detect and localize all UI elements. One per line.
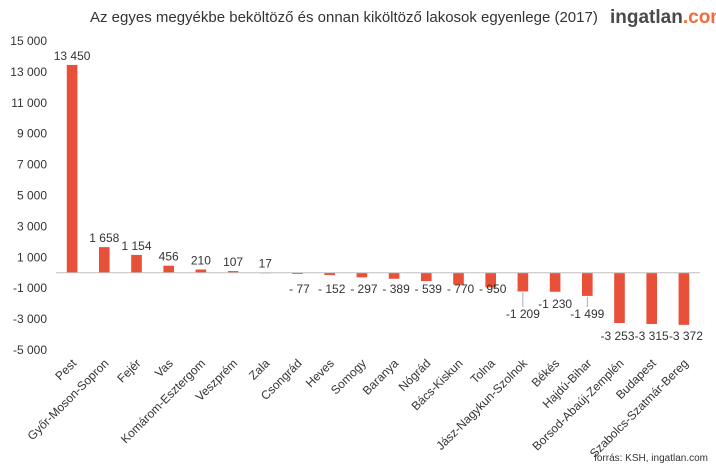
- y-tick-label: 5 000: [17, 189, 47, 203]
- bar: [646, 272, 658, 324]
- brand-logo: ingatlan.com: [610, 7, 716, 28]
- y-tick-label: -5 000: [13, 343, 47, 357]
- data-label: - 152: [318, 282, 346, 296]
- brand-accent: .com: [683, 7, 716, 28]
- data-label: -1 499: [570, 307, 604, 321]
- data-label: - 77: [289, 282, 310, 296]
- bars: [66, 64, 690, 325]
- bar: [549, 272, 561, 292]
- data-label: - 297: [350, 282, 378, 296]
- data-label: 210: [191, 254, 211, 268]
- bar: [614, 272, 625, 324]
- bar: [517, 272, 529, 292]
- data-label: -3 253: [600, 329, 634, 343]
- y-tick-label: 3 000: [17, 219, 47, 233]
- data-label: 17: [259, 256, 273, 270]
- y-tick-label: 7 000: [17, 158, 47, 172]
- bar: [98, 247, 110, 273]
- y-tick-label: -1 000: [13, 281, 47, 295]
- y-tick-label: 1 000: [17, 250, 47, 264]
- y-tick-label: -3 000: [13, 312, 47, 326]
- bar: [195, 269, 207, 273]
- x-tick-label: Vas: [152, 356, 176, 380]
- y-axis: -5 000 -3 000 -1 000 1 000 3 000 5 000 7 000 9 …: [10, 34, 47, 357]
- bar: [163, 265, 175, 273]
- bar: [66, 64, 78, 273]
- brand-main: ingatlan: [610, 7, 683, 28]
- data-label: 13 450: [54, 49, 91, 63]
- y-tick-label: 13 000: [10, 65, 47, 79]
- bar: [485, 272, 497, 288]
- y-tick-label: 11 000: [11, 96, 47, 110]
- data-label: 107: [223, 255, 243, 269]
- x-tick-label: Zala: [246, 356, 273, 383]
- bar: [388, 272, 400, 279]
- data-label: - 770: [447, 282, 475, 296]
- bar: [227, 271, 239, 273]
- data-label: - 950: [479, 282, 507, 296]
- chart-title: Az egyes megyékbe beköltöző és onnan kik…: [90, 9, 598, 26]
- data-label: -1 209: [506, 307, 540, 321]
- y-tick-label: 15 000: [10, 34, 47, 48]
- x-tick-label: Pest: [52, 356, 79, 383]
- source-note: forrás: KSH, ingatlan.com: [594, 453, 708, 464]
- bar: [453, 272, 464, 285]
- data-label: -3 372: [669, 329, 703, 343]
- data-label: - 539: [415, 282, 443, 296]
- data-label: 1 154: [121, 239, 151, 253]
- data-label: -3 315: [635, 329, 669, 343]
- x-tick-label: Baranya: [360, 356, 402, 398]
- y-tick-label: 9 000: [17, 127, 47, 141]
- bar: [324, 272, 336, 276]
- x-tick-label: Fejér: [114, 356, 143, 385]
- bar: [131, 254, 142, 273]
- bar: [678, 272, 690, 325]
- bar: [420, 272, 432, 282]
- bar: [292, 272, 303, 274]
- data-label: - 389: [382, 282, 410, 296]
- data-label: 1 658: [89, 231, 119, 245]
- data-label: -1 230: [538, 297, 572, 311]
- data-label: 456: [159, 250, 179, 264]
- bar: [581, 272, 593, 296]
- bar: [356, 272, 368, 278]
